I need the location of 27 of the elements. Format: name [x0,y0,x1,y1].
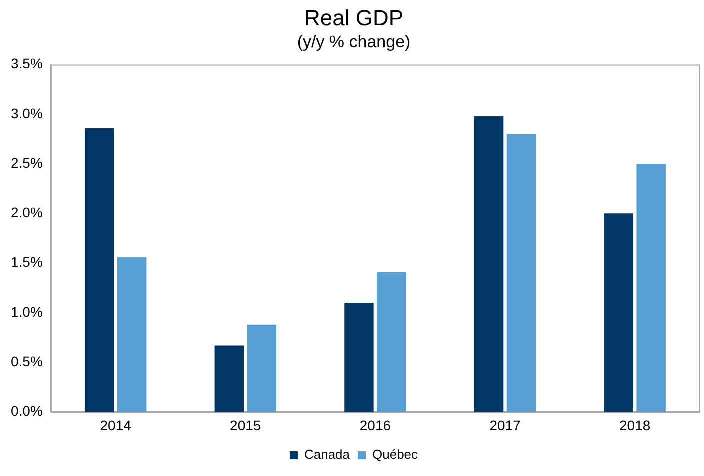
y-tick-label: 1.0% [10,304,43,320]
x-tick-label: 2016 [360,417,392,434]
bar [84,128,114,412]
x-tick-label: 2017 [490,417,522,434]
y-tick-label: 3.5% [10,56,43,72]
bar [377,272,406,412]
bar [474,116,504,412]
bar [506,134,536,412]
y-tick-label: 3.0% [10,105,43,122]
bar [247,324,276,412]
x-tick-label: 2018 [620,417,651,434]
y-tick-label: 2.5% [10,154,43,171]
bar [636,164,666,412]
legend-label: Québec [372,447,419,462]
legend-label: Canada [304,447,351,462]
chart-title: Real GDP [304,5,404,30]
bar [604,214,634,412]
y-tick-label: 0.5% [10,353,43,370]
bar [344,303,374,412]
x-tick-label: 2015 [230,417,262,434]
y-tick-label: 2.0% [10,204,43,221]
x-tick-label: 2014 [100,417,132,434]
chart-subtitle: (y/y % change) [297,32,411,52]
y-tick-label: 0.0% [10,403,43,420]
bar [117,257,147,412]
y-tick-label: 1.5% [10,254,43,270]
bar [214,346,244,412]
